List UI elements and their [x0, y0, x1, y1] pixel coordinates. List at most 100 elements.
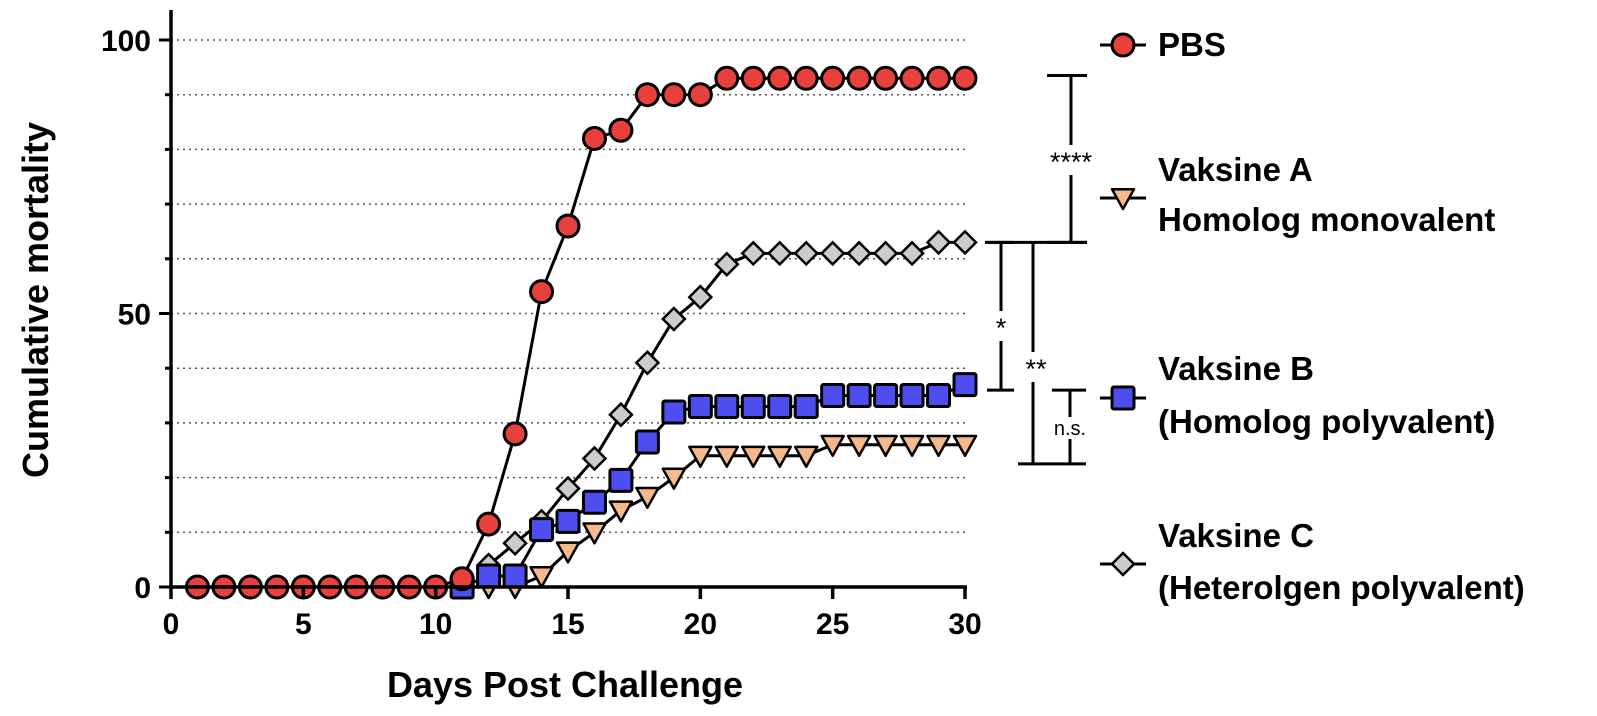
- legend-label-vaksine-a: Homolog monovalent: [1158, 201, 1495, 238]
- data-point-vaksine-c: [555, 475, 581, 502]
- data-point-vaksine-c: [846, 240, 872, 267]
- sig-label: **: [1025, 354, 1047, 384]
- data-point-vaksine-b: [687, 393, 713, 419]
- x-tick-label: 30: [948, 608, 981, 641]
- data-point-vaksine-a: [608, 500, 634, 523]
- data-point-vaksine-b: [661, 399, 687, 425]
- data-point-pbs: [767, 65, 793, 91]
- data-point-vaksine-b: [634, 429, 660, 455]
- data-point-vaksine-c: [740, 240, 767, 267]
- data-point-vaksine-a: [529, 566, 554, 589]
- data-point-vaksine-c: [581, 445, 608, 472]
- data-point-vaksine-c: [714, 251, 740, 278]
- data-point-vaksine-c: [819, 240, 846, 267]
- data-point-vaksine-a: [714, 445, 740, 468]
- legend-label-pbs: PBS: [1158, 26, 1226, 63]
- data-point-pbs: [714, 65, 740, 91]
- data-point-pbs: [555, 213, 581, 239]
- data-point-vaksine-a: [952, 434, 978, 458]
- data-point-vaksine-b: [899, 383, 925, 409]
- data-point-vaksine-c: [872, 240, 899, 267]
- data-point-pbs: [581, 125, 607, 151]
- x-tick-label: 20: [684, 608, 717, 641]
- data-point-vaksine-b: [873, 383, 899, 409]
- data-point-pbs: [634, 82, 660, 108]
- legend-marker-vaksine-a: [1110, 187, 1136, 211]
- data-point-pbs: [740, 65, 766, 91]
- data-point-vaksine-b: [952, 372, 978, 398]
- sig-label: *: [996, 313, 1007, 343]
- data-point-pbs: [926, 65, 952, 91]
- sig-label: n.s.: [1054, 418, 1086, 440]
- legend-marker-vaksine-b: [1110, 385, 1136, 411]
- data-point-vaksine-a: [555, 541, 581, 564]
- legend-label-vaksine-c: (Heterolgen polyvalent): [1158, 569, 1525, 606]
- data-point-vaksine-b: [793, 393, 819, 419]
- data-point-pbs: [661, 82, 687, 108]
- data-point-vaksine-c: [899, 240, 925, 267]
- data-point-vaksine-c: [766, 240, 793, 267]
- data-point-vaksine-a: [661, 467, 687, 490]
- data-point-pbs: [873, 65, 899, 91]
- data-point-pbs: [476, 511, 502, 537]
- data-point-vaksine-a: [688, 445, 713, 468]
- data-point-vaksine-a: [635, 486, 660, 509]
- data-point-vaksine-b: [767, 393, 793, 419]
- significance-brackets: *******n.s.: [985, 74, 1098, 466]
- legend-marker-pbs: [1110, 32, 1136, 58]
- data-point-vaksine-a: [873, 434, 898, 458]
- sig-label-bg: [993, 311, 1009, 341]
- data-point-vaksine-b: [714, 393, 740, 419]
- data-point-vaksine-c: [952, 229, 978, 256]
- legend-label-vaksine-c: Vaksine C: [1158, 517, 1314, 554]
- data-point-vaksine-c: [608, 401, 634, 428]
- data-point-pbs: [846, 65, 872, 91]
- data-point-vaksine-c: [634, 349, 661, 376]
- data-point-vaksine-a: [793, 445, 819, 468]
- data-point-pbs: [449, 566, 475, 592]
- sig-label: ****: [1050, 147, 1093, 177]
- data-point-vaksine-b: [555, 508, 581, 534]
- axes: [169, 10, 967, 589]
- data-point-vaksine-b: [581, 489, 607, 515]
- sig-label-bg: [1048, 417, 1092, 439]
- data-point-vaksine-c: [661, 306, 687, 332]
- data-point-vaksine-a: [899, 434, 925, 458]
- data-point-vaksine-b: [529, 517, 555, 543]
- series-line-vaksine-b: [461, 383, 966, 589]
- y-tick-label: 0: [134, 572, 151, 605]
- data-point-vaksine-b: [740, 393, 766, 419]
- x-tick-label: 5: [295, 608, 312, 641]
- data-point-vaksine-b: [926, 383, 952, 409]
- x-tick-label: 15: [551, 608, 584, 641]
- x-tick-label: 10: [419, 608, 452, 641]
- legend-marker-vaksine-c: [1110, 551, 1136, 577]
- x-tick-label: 0: [163, 608, 180, 641]
- series-lines: [197, 76, 966, 589]
- data-point-vaksine-c: [925, 229, 952, 256]
- data-point-vaksine-a: [741, 445, 766, 468]
- gridlines: [171, 39, 965, 534]
- data-point-vaksine-a: [846, 434, 872, 458]
- data-point-pbs: [899, 65, 925, 91]
- data-markers: [184, 65, 978, 600]
- x-axis-title: Days Post Challenge: [387, 664, 743, 705]
- data-point-vaksine-a: [582, 522, 607, 545]
- data-point-pbs: [793, 65, 819, 91]
- data-point-vaksine-b: [820, 383, 846, 409]
- y-tick-label: 100: [101, 25, 151, 58]
- data-point-pbs: [820, 65, 846, 91]
- data-point-vaksine-a: [820, 434, 845, 458]
- data-point-vaksine-c: [793, 240, 819, 267]
- data-point-vaksine-b: [608, 467, 634, 493]
- legend-label-vaksine-b: Vaksine B: [1158, 350, 1314, 387]
- axis-ticks: 0 5 10 15 20 25 30 0 50 100: [101, 25, 982, 641]
- data-point-vaksine-b: [502, 563, 528, 589]
- legend-label-vaksine-a: Vaksine A: [1158, 151, 1313, 188]
- data-point-vaksine-b: [476, 563, 502, 589]
- data-point-pbs: [608, 117, 634, 143]
- y-axis-title: Cumulative mortality: [15, 122, 56, 478]
- data-point-vaksine-c: [502, 530, 528, 557]
- data-point-pbs: [529, 279, 555, 305]
